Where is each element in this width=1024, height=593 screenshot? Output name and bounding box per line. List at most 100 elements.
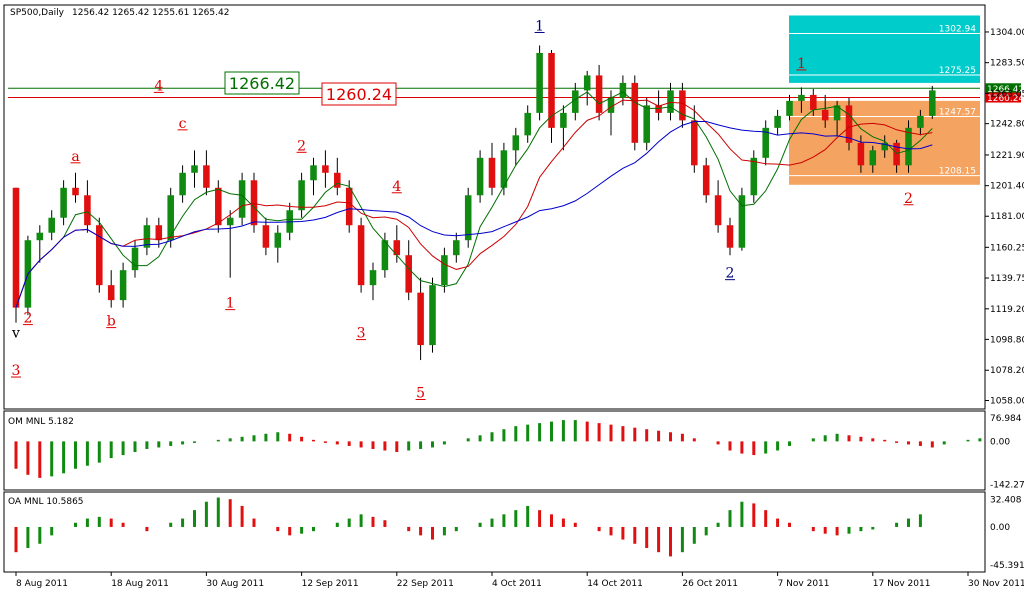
price-box-0 [224,71,300,95]
candle-body [619,82,627,98]
x-tick-label: 30 Aug 2011 [206,579,264,589]
candle-body [524,112,531,136]
oscillator-2-panel: 32.408 0.00 -45.391 OA MNL 10.5865 [3,491,1024,573]
wave-label: 1 [226,296,235,312]
wave-label: 1 [535,18,544,34]
candle-body [179,172,186,196]
candle-body [726,225,734,248]
oscillator-1-panel: 76.984 0.00 -142.275 OM MNL 5.182 [3,410,1024,491]
candle-body [405,255,412,293]
candle-body [119,270,127,301]
candle-body [572,90,579,113]
osc2-tick-label: 0.00 [990,523,1010,533]
y-tick-label: 1139.75 [990,274,1024,284]
candle-body [72,187,79,196]
y-tick-label: 1283.50 [990,59,1024,69]
osc1-tick-label: 0.00 [990,437,1010,447]
candle-body [381,240,389,271]
main-panel: 1302.94 1275.25 1247.57 1208.15 1266.42 1266… [3,4,1024,410]
wave-label: 2 [297,138,306,154]
x-tick-label: 12 Sep 2011 [302,579,359,589]
target-boxes: 1302.94 1275.25 1247.57 1208.15 [789,15,980,185]
candle-body [48,217,55,233]
candle-body [262,225,270,248]
x-tick-label: 17 Nov 2011 [873,579,931,589]
candle-body [298,180,305,211]
candle-body [226,217,234,226]
candle-body [738,195,746,248]
wave-label: 1 [797,56,806,72]
candle-body [869,150,877,166]
moving-average-20 [15,120,933,308]
y-tick-label: 1242.80 [990,120,1024,130]
candle-body [464,195,472,241]
candle-body [595,75,603,113]
wave-label: 5 [416,386,425,402]
candle-body [643,105,650,143]
candles [12,45,936,361]
price-box-label-1: 1260.24 [326,85,392,104]
y-tick-label: 1098.80 [990,335,1024,345]
x-tick-label: 30 Nov 2011 [968,579,1024,589]
price-tag-label-0: 1266.42 [987,85,1024,95]
y-tick-label: 1201.40 [990,182,1024,192]
candle-body [929,90,936,116]
candle-body [500,150,508,188]
box-level-label: 1302.94 [939,25,976,35]
y-tick-label: 1221.90 [990,151,1024,161]
candle-body [334,172,341,188]
osc1-bars [14,420,982,478]
x-tick-label: 14 Oct 2011 [587,579,643,589]
candle-body [714,195,722,226]
candle-body [12,187,20,308]
candle-body [441,255,448,286]
candle-body [893,142,900,166]
osc1-title: OM MNL 5.182 [8,417,74,427]
chart-title: SP500,Daily [10,8,65,18]
y-tick-label: 1058.00 [990,397,1024,407]
price-box-label-0: 1266.42 [229,74,295,93]
osc2-axis: 32.408 0.00 -45.391 [990,496,1024,571]
wave-label: 4 [154,78,163,94]
y-tick-label: 1119.20 [990,305,1024,315]
wave-label: 2 [904,191,913,207]
candle-body [131,247,139,271]
x-tick-label: 7 Nov 2011 [778,579,830,589]
osc1-tick-label: 76.984 [990,414,1022,424]
candle-body [96,225,103,286]
x-tick-label: 18 Aug 2011 [111,579,169,589]
price-box-1 [321,82,397,106]
osc1-tick-label: -142.275 [990,481,1024,491]
candle-body [917,115,924,128]
wave-label: 4 [392,179,401,195]
candle-body [667,90,674,113]
x-tick-label: 4 Oct 2011 [492,579,542,589]
y-tick-label: 1160.25 [990,243,1024,253]
candle-body [60,187,67,218]
candle-body [583,75,591,91]
candle-body [167,195,174,241]
osc2-bars [14,497,922,557]
wave-label: c [179,116,187,132]
candle-body [512,135,520,151]
candle-body [607,97,615,113]
candle-body [810,94,817,110]
candle-body [631,82,639,143]
wave-label: 2 [23,311,32,327]
candle-body [274,232,282,248]
wave-label: 3 [12,363,21,379]
price-tag-label-1: 1260.24 [987,94,1024,104]
wave-label: a [71,149,79,165]
osc2-tick-label: 32.408 [990,496,1022,506]
candle-body [84,195,91,226]
y-tick-label: 1263.05 [990,89,1024,99]
candle-body [833,105,841,121]
moving-average-10 [15,99,933,308]
candle-body [429,285,436,346]
candle-body [453,240,460,256]
osc2-title: OA MNL 10.5865 [8,497,84,507]
candle-body [238,180,246,218]
candle-body [798,94,805,101]
wave-labels: 2 3 v b a c 4 1 2 3 4 5 1 2 1 2 [11,18,914,402]
candle-body [845,105,853,143]
